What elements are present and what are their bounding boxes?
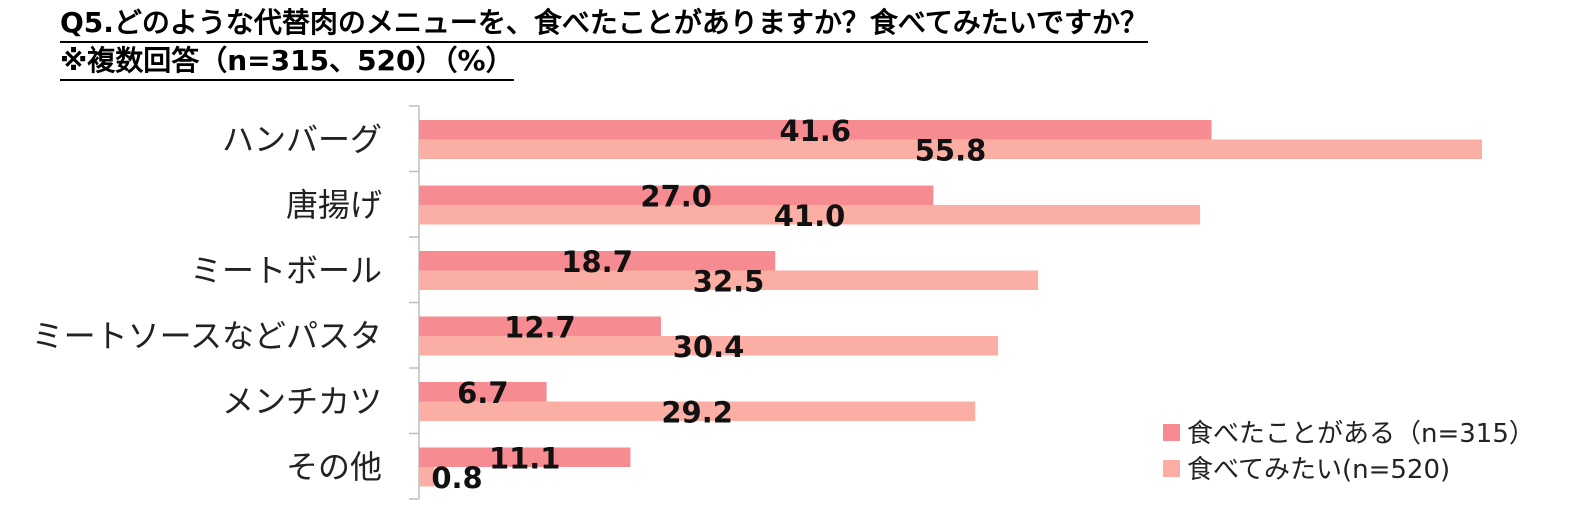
legend-label: 食べてみたい(n=520) xyxy=(1187,455,1450,485)
data-label: 30.4 xyxy=(673,330,745,364)
category-label: ミートボール xyxy=(190,252,382,290)
bar-series-2 xyxy=(419,205,1201,225)
data-label: 55.8 xyxy=(915,133,987,167)
chart-title-line-2: ※複数回答（n=315、520）（%） xyxy=(60,44,514,81)
category-label: 唐揚げ xyxy=(286,186,382,224)
category-label: ミートソースなどパスタ xyxy=(32,317,382,355)
chart-subtitle: ※複数回答（n=315、520）（%） xyxy=(60,44,514,81)
data-label: 27.0 xyxy=(640,179,712,213)
bar-series-2 xyxy=(419,401,976,421)
data-label: 41.0 xyxy=(774,199,846,233)
bar-series-1 xyxy=(419,382,547,402)
data-label: 12.7 xyxy=(504,310,576,344)
bar-series-1 xyxy=(419,185,934,205)
data-label: 18.7 xyxy=(561,245,633,279)
bar-series-1 xyxy=(419,447,631,467)
bar-series-1 xyxy=(419,120,1212,140)
legend-label: 食べたことがある（n=315） xyxy=(1187,419,1535,449)
bars-layer xyxy=(419,120,1482,487)
legend-swatch xyxy=(1163,460,1180,477)
data-label: 29.2 xyxy=(661,395,733,429)
bar-series-2 xyxy=(419,139,1482,159)
data-label: 0.8 xyxy=(431,461,482,495)
data-label: 32.5 xyxy=(693,264,765,298)
axis-layer xyxy=(409,105,420,500)
chart-title: Q5.どのような代替肉のメニューを、食べたことがありますか？食べてみたいですか？ xyxy=(60,6,1148,43)
bar-series-2 xyxy=(419,336,999,356)
bar-series-2 xyxy=(419,270,1039,290)
bar-series-2 xyxy=(419,467,435,487)
data-label: 6.7 xyxy=(457,376,508,410)
category-label: その他 xyxy=(286,448,382,486)
bar-series-1 xyxy=(419,316,661,336)
bar-series-1 xyxy=(419,251,776,271)
category-label: ハンバーグ xyxy=(222,121,382,159)
legend: 食べたことがある（n=315） 食べてみたい(n=520) xyxy=(1163,419,1535,485)
chart-title-line-1: Q5.どのような代替肉のメニューを、食べたことがありますか？食べてみたいですか？ xyxy=(60,6,1148,43)
legend-swatch xyxy=(1163,424,1180,441)
category-label: メンチカツ xyxy=(222,383,382,421)
data-label: 41.6 xyxy=(779,114,851,148)
data-label: 11.1 xyxy=(489,441,561,475)
